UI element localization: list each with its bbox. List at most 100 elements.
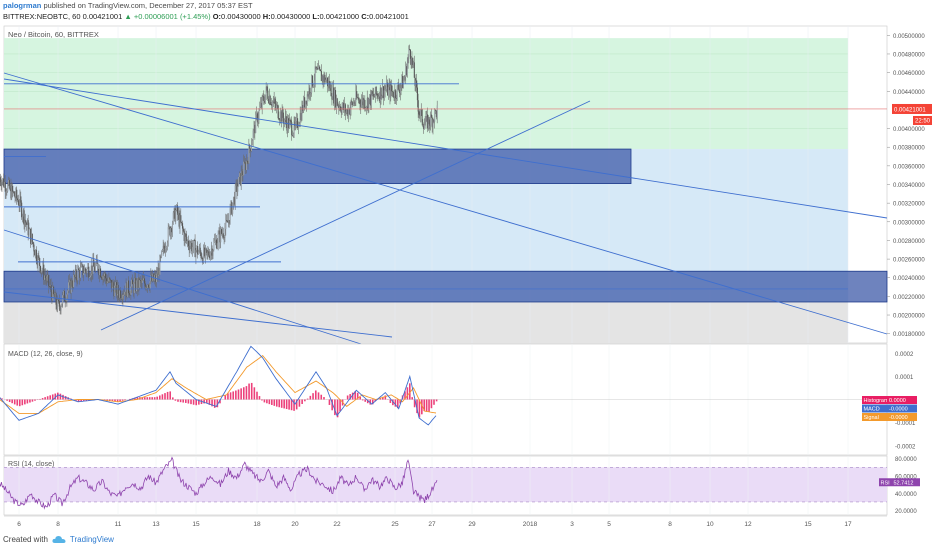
candle-body (230, 202, 232, 209)
histogram-bar (394, 399, 397, 407)
candle-body (325, 79, 327, 83)
candle-body (116, 285, 118, 296)
candle-body (89, 277, 91, 279)
candle-body (234, 185, 236, 205)
tradingview-link[interactable]: TradingView (69, 535, 114, 544)
candle-body (107, 280, 109, 282)
candle-body (193, 240, 195, 241)
candle-body (239, 173, 241, 185)
candle-body (265, 86, 267, 95)
candle-body (22, 210, 24, 217)
candle-body (198, 247, 200, 252)
candle-body (73, 275, 76, 278)
candle-body (51, 292, 53, 301)
histogram-bar (399, 399, 401, 404)
candle-body (73, 275, 75, 288)
candle-body (0, 177, 1, 183)
histogram-bar (253, 387, 256, 400)
candle-body (359, 99, 361, 104)
candle-body (264, 94, 266, 103)
time-tick-label-5: 18 (253, 521, 261, 528)
histogram-bar (198, 399, 200, 405)
candle-body (425, 115, 427, 124)
histogram-bar (134, 397, 136, 400)
macd-tick-label-2: -0.0001 (895, 421, 916, 427)
candle-body (160, 251, 163, 257)
time-axis[interactable]: 6 8 11 13 15 18 20 22 25 27 29 2018 3 5 8 10 12 15 17 (4, 515, 887, 528)
candle-body (76, 278, 78, 281)
candle-body (423, 125, 425, 129)
candle-body (375, 86, 377, 95)
candle-body (134, 278, 136, 283)
candle-body (292, 133, 294, 136)
candle-body (276, 105, 278, 109)
candle-body (284, 116, 286, 121)
candle-body (336, 98, 338, 106)
candle-body (120, 298, 122, 300)
candle-body (127, 280, 130, 294)
candle-body (110, 280, 112, 289)
histogram-bar (16, 399, 19, 406)
candle-body (423, 125, 425, 129)
candle-body (38, 255, 40, 259)
candle-body (270, 104, 272, 106)
candle-body (81, 264, 83, 266)
low-value: 0.00421000 (319, 12, 360, 21)
histogram-bar (268, 399, 271, 405)
candle-body (254, 124, 256, 134)
candle-body (83, 273, 85, 276)
macd-pane-title: MACD (12, 26, close, 9) (8, 351, 83, 358)
created-with-text: Created with (3, 535, 48, 544)
candle-body (158, 267, 160, 275)
candle-body (295, 121, 297, 127)
candle-body (309, 87, 311, 95)
histogram-bar (13, 399, 16, 405)
candle-body (287, 118, 289, 131)
candle-body (221, 229, 223, 234)
candle-body (363, 100, 365, 106)
candle-body (296, 118, 298, 122)
candle-body (289, 120, 291, 121)
histogram-bar (351, 392, 354, 400)
candle-body (268, 95, 270, 103)
candle-body (272, 101, 274, 103)
candle-body (273, 99, 275, 102)
candle-body (327, 77, 329, 87)
candle-body (332, 87, 334, 100)
candle-body (396, 85, 398, 99)
candle-body (402, 80, 404, 89)
candle-body (322, 75, 324, 82)
histogram-bar (116, 399, 119, 402)
candle-body (205, 248, 207, 251)
candle-body (343, 102, 345, 110)
candle-body (249, 144, 251, 149)
author-link[interactable]: palogrman (3, 1, 42, 10)
histogram-bar (334, 399, 336, 416)
candle-body (212, 250, 214, 256)
candle-body (39, 266, 42, 273)
candle-body (259, 107, 261, 110)
price-tag-label: 0.00421001 (894, 107, 926, 113)
rsi-pane[interactable]: RSI (14, close) 80.0000 60.0000 40.0000 20.0… (0, 455, 920, 516)
candle-body (409, 49, 411, 59)
candle-body (338, 105, 340, 109)
candle-body (210, 248, 212, 253)
histogram-bar (39, 398, 41, 400)
price-pane[interactable]: Neo / Bitcoin, 60, BITTREX 0.00500000 0.00… (0, 25, 932, 345)
candle-body (244, 161, 246, 163)
candle-body (155, 273, 158, 283)
histogram-bar (406, 387, 409, 400)
histogram-bar (256, 391, 258, 400)
candle-body (9, 185, 11, 189)
histogram-bar (320, 394, 323, 400)
macd-pane[interactable]: MACD (12, 26, close, 9) 0.0002 0.0001 -0.00… (0, 343, 917, 456)
candle-body (399, 89, 401, 94)
candle-body (131, 279, 133, 287)
histogram-bar (109, 399, 111, 401)
time-tick-label-4: 15 (192, 521, 200, 528)
candle-body (3, 178, 5, 187)
candle-body (216, 243, 218, 249)
candle-body (180, 215, 182, 222)
candle-body (290, 120, 292, 123)
